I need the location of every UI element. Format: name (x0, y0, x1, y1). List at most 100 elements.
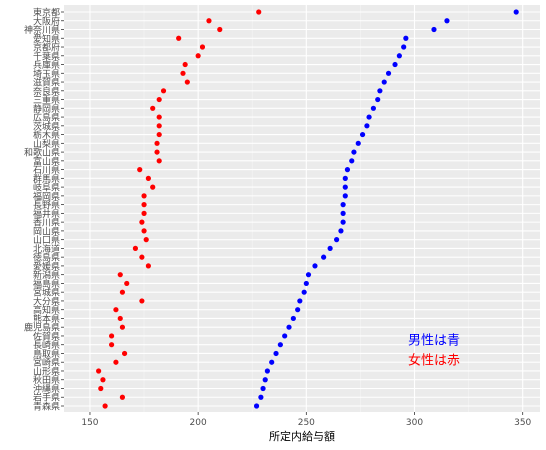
point-male (342, 184, 348, 190)
point-male (282, 333, 288, 339)
point-male (277, 342, 283, 348)
y-tick-label: 広島県 (33, 112, 60, 124)
point-male (290, 315, 296, 322)
y-tick-label: 富山県 (33, 155, 60, 167)
point-female (137, 167, 143, 173)
point-male (364, 123, 370, 129)
point-male (301, 289, 307, 295)
x-axis-title: 所定内給与額 (269, 429, 335, 443)
series-male (253, 9, 519, 409)
point-male (342, 175, 348, 181)
y-tick-label: 東京都 (33, 7, 60, 19)
point-male (273, 350, 279, 357)
y-tick-label: 新潟県 (33, 269, 60, 281)
point-female (141, 202, 147, 208)
y-tick-label: 神奈川県 (24, 24, 60, 36)
point-female (154, 149, 160, 155)
y-tick-label: 熊本県 (33, 313, 60, 325)
point-male (338, 228, 344, 234)
point-female (102, 403, 108, 409)
point-female (117, 272, 123, 278)
y-tick-label: 山梨県 (33, 138, 60, 150)
y-tick-label: 青森県 (33, 401, 60, 413)
y-tick-label: 群馬県 (33, 173, 60, 185)
y-tick-label: 山形県 (33, 365, 60, 377)
point-male (431, 26, 437, 33)
point-female (176, 35, 182, 41)
point-female (143, 237, 149, 243)
point-female (139, 254, 145, 260)
y-tick-label: 栃木県 (33, 129, 60, 141)
y-tick-label: 兵庫県 (33, 59, 60, 71)
point-female (145, 175, 151, 181)
point-female (96, 368, 102, 374)
point-male (513, 9, 519, 15)
point-male (303, 280, 309, 287)
point-male (344, 167, 351, 173)
point-female (156, 158, 162, 164)
point-male (321, 254, 327, 260)
point-female (98, 385, 104, 392)
y-tick-label: 埼玉県 (33, 68, 60, 80)
point-male (262, 377, 268, 383)
point-female (256, 9, 262, 15)
point-male (392, 61, 398, 68)
point-male (286, 324, 292, 330)
point-male (375, 96, 381, 103)
point-male (340, 219, 346, 225)
point-male (381, 79, 387, 85)
point-female (145, 263, 151, 269)
y-tick-label: 茨城県 (33, 120, 60, 132)
point-female (150, 105, 156, 111)
y-tick-label: 大分県 (33, 295, 60, 307)
point-female (139, 298, 145, 304)
annotation-male: 男性は青 (408, 333, 460, 348)
point-male (403, 35, 409, 41)
point-male (355, 140, 361, 146)
y-tick-label: 静岡県 (33, 103, 60, 115)
y-tick-label: 宮城県 (33, 287, 60, 299)
y-tick-label: 徳島県 (33, 252, 60, 264)
y-tick-label: 福島県 (33, 278, 60, 290)
point-male (377, 88, 383, 94)
point-female (139, 219, 145, 225)
point-female (117, 315, 123, 322)
point-male (340, 202, 346, 208)
point-male (366, 114, 372, 120)
y-tick-label: 滋賀県 (33, 77, 60, 89)
point-male (269, 359, 275, 365)
point-male (305, 272, 312, 278)
point-male (340, 210, 346, 216)
point-male (444, 18, 450, 24)
y-tick-label: 福岡県 (33, 190, 60, 202)
point-male (253, 403, 260, 409)
point-female (184, 79, 190, 85)
point-female (156, 96, 162, 103)
y-tick-label: 岐阜県 (33, 182, 60, 194)
x-axis-ticks: 150 200 250 300 350 (81, 412, 532, 428)
point-female (156, 123, 162, 129)
y-tick-label: 鹿児島県 (24, 322, 60, 334)
point-female (206, 18, 212, 24)
point-female (182, 61, 188, 68)
y-tick-label: 岡山県 (33, 226, 60, 237)
point-male (334, 237, 340, 243)
point-female (150, 184, 156, 190)
y-tick-label: 福井県 (33, 208, 60, 220)
point-male (351, 149, 357, 155)
x-tick-label: 200 (190, 418, 207, 428)
point-female (141, 210, 147, 216)
y-tick-label: 山口県 (33, 235, 60, 246)
y-tick-label: 佐賀県 (33, 330, 60, 342)
point-male (312, 263, 318, 269)
point-female (124, 280, 130, 287)
y-axis-ticks: 東京都大阪府神奈川県愛知県京都府千葉県兵庫県埼玉県滋賀県奈良県三重県静岡県広島県… (24, 7, 64, 413)
point-male (359, 131, 366, 138)
x-tick-label: 150 (81, 418, 98, 428)
point-male (370, 105, 376, 111)
x-tick-label: 250 (298, 418, 315, 428)
y-tick-label: 香川県 (33, 218, 60, 229)
y-tick-label: 和歌山県 (24, 147, 60, 159)
x-tick-label: 350 (514, 418, 531, 428)
